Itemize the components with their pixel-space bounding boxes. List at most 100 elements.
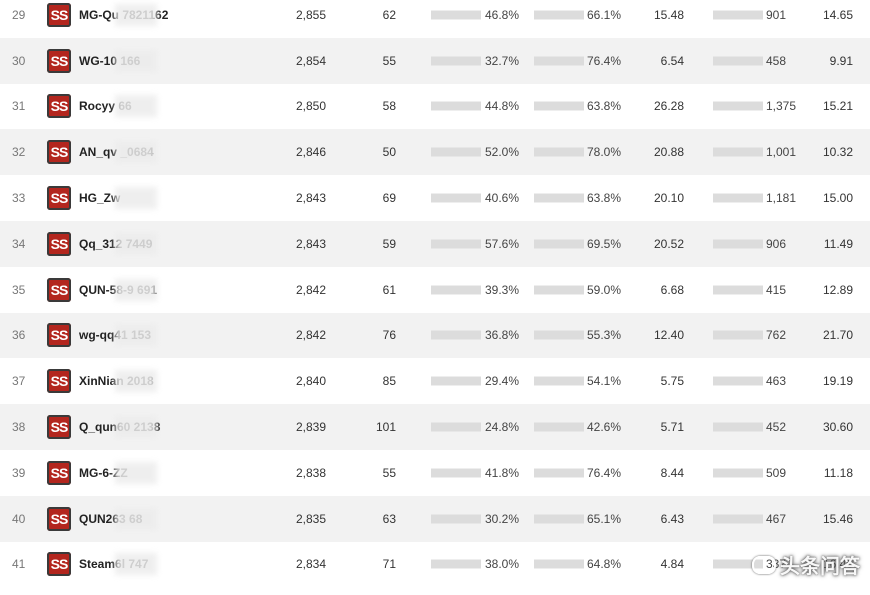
secondary-rate-bar bbox=[534, 56, 584, 66]
win-rate-text: 38.0% bbox=[485, 557, 520, 572]
team-logo-icon: SS bbox=[47, 369, 71, 394]
rank-cell: 31 bbox=[12, 99, 26, 114]
kda-cell: 8.44 bbox=[660, 465, 684, 480]
red-stat-text: 762 bbox=[766, 328, 787, 343]
table-row[interactable]: 40 SS QUN263 68 2,835 63 30.2% 65.1% 6.43 467 15.… bbox=[0, 495, 870, 542]
red-stat-text: 467 bbox=[766, 511, 787, 526]
win-rate-text: 32.7% bbox=[485, 53, 520, 68]
games-cell: 55 bbox=[382, 53, 396, 68]
team-logo-icon: SS bbox=[47, 460, 71, 485]
secondary-rate-text: 76.4% bbox=[587, 53, 622, 68]
name-blur-overlay bbox=[115, 95, 157, 118]
rank-cell: 30 bbox=[12, 53, 26, 68]
score-cell: 2,850 bbox=[295, 99, 326, 114]
name-blur-overlay bbox=[115, 370, 157, 393]
win-rate-bar bbox=[431, 193, 481, 203]
last-stat-cell: 10.32 bbox=[822, 145, 853, 160]
secondary-rate-bar bbox=[534, 193, 584, 203]
secondary-rate-bar bbox=[534, 10, 584, 20]
rank-cell: 33 bbox=[12, 191, 26, 206]
team-logo-icon: SS bbox=[47, 186, 71, 211]
win-rate-text: 52.0% bbox=[485, 145, 520, 160]
red-stat-bar bbox=[713, 514, 763, 524]
kda-cell: 15.48 bbox=[653, 7, 684, 22]
name-blur-overlay bbox=[115, 416, 157, 439]
red-stat-bar bbox=[713, 10, 763, 20]
table-row[interactable]: 39 SS MG-6-ZZ 2,838 55 41.8% 76.4% 8.44 509 11.18 bbox=[0, 450, 870, 496]
team-logo-icon: SS bbox=[47, 2, 71, 27]
score-cell: 2,840 bbox=[295, 374, 326, 389]
table-row[interactable]: 31 SS Rocyy 66 2,850 58 44.8% 63.8% 26.28 1,375 1… bbox=[0, 84, 870, 130]
games-cell: 62 bbox=[382, 7, 396, 22]
win-rate-text: 39.3% bbox=[485, 282, 520, 297]
rank-cell: 29 bbox=[12, 7, 26, 22]
name-blur-overlay bbox=[115, 324, 157, 347]
kda-cell: 6.68 bbox=[660, 282, 684, 297]
secondary-rate-bar bbox=[534, 239, 584, 249]
player-name-link[interactable]: HG_Zw bbox=[79, 191, 121, 206]
games-cell: 50 bbox=[382, 145, 396, 160]
team-logo-icon: SS bbox=[47, 140, 71, 165]
kda-cell: 12.40 bbox=[653, 328, 684, 343]
secondary-rate-bar bbox=[534, 147, 584, 157]
last-stat-cell: 15.00 bbox=[822, 191, 853, 206]
win-rate-bar bbox=[431, 10, 481, 20]
team-logo-icon: SS bbox=[47, 277, 71, 302]
games-cell: 58 bbox=[382, 99, 396, 114]
team-logo-icon: SS bbox=[47, 94, 71, 119]
kda-cell: 6.54 bbox=[660, 53, 684, 68]
games-cell: 59 bbox=[382, 236, 396, 251]
rank-cell: 32 bbox=[12, 145, 26, 160]
red-stat-bar bbox=[713, 330, 763, 340]
win-rate-bar bbox=[431, 330, 481, 340]
rank-cell: 41 bbox=[12, 557, 26, 572]
kda-cell: 4.84 bbox=[660, 557, 684, 572]
secondary-rate-text: 78.0% bbox=[587, 145, 622, 160]
rank-cell: 37 bbox=[12, 374, 26, 389]
red-stat-text: 509 bbox=[766, 465, 787, 480]
table-row[interactable]: 41 SS Steam6l 747 2,834 71 38.0% 64.8% 4.84 337 1… bbox=[0, 542, 870, 588]
score-cell: 2,842 bbox=[295, 328, 326, 343]
win-rate-text: 41.8% bbox=[485, 465, 520, 480]
secondary-rate-bar bbox=[534, 285, 584, 295]
win-rate-bar bbox=[431, 285, 481, 295]
red-stat-text: 1,375 bbox=[766, 99, 797, 114]
last-stat-cell: 16.40 bbox=[822, 557, 853, 572]
score-cell: 2,839 bbox=[295, 420, 326, 435]
red-stat-text: 1,181 bbox=[766, 191, 797, 206]
games-cell: 63 bbox=[382, 511, 396, 526]
secondary-rate-text: 64.8% bbox=[587, 557, 622, 572]
team-logo-icon: SS bbox=[47, 231, 71, 256]
secondary-rate-text: 69.5% bbox=[587, 236, 622, 251]
win-rate-bar bbox=[431, 147, 481, 157]
last-stat-cell: 15.46 bbox=[822, 511, 853, 526]
watermark: 头条问答 bbox=[752, 550, 860, 579]
red-stat-text: 415 bbox=[766, 282, 787, 297]
table-row[interactable]: 33 SS HG_Zw 2,843 69 40.6% 63.8% 20.10 1,181 15.0… bbox=[0, 175, 870, 221]
secondary-rate-text: 65.1% bbox=[587, 511, 622, 526]
name-blur-overlay bbox=[115, 187, 157, 210]
red-stat-text: 901 bbox=[766, 7, 787, 22]
score-cell: 2,842 bbox=[295, 282, 326, 297]
kda-cell: 20.52 bbox=[653, 236, 684, 251]
win-rate-bar bbox=[431, 422, 481, 432]
secondary-rate-bar bbox=[534, 330, 584, 340]
games-cell: 61 bbox=[382, 282, 396, 297]
rank-cell: 40 bbox=[12, 511, 26, 526]
games-cell: 76 bbox=[382, 328, 396, 343]
last-stat-cell: 12.89 bbox=[822, 282, 853, 297]
red-stat-bar bbox=[713, 101, 763, 111]
red-stat-bar bbox=[713, 147, 763, 157]
watermark-logo-icon bbox=[752, 555, 776, 574]
score-cell: 2,843 bbox=[295, 236, 326, 251]
red-stat-bar bbox=[713, 56, 763, 66]
table-row[interactable]: 30 SS WG-10 166 2,854 55 32.7% 76.4% 6.54 458 9.9… bbox=[0, 37, 870, 84]
secondary-rate-bar bbox=[534, 559, 584, 569]
